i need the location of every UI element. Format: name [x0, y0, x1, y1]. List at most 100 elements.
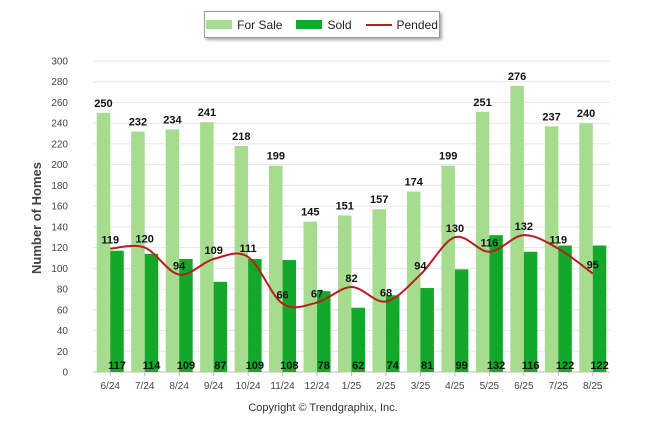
pended-line-path — [110, 234, 594, 309]
x-tick-label: 8/25 — [583, 381, 603, 392]
y-tick-label: 40 — [57, 326, 69, 337]
for-sale-bar — [441, 165, 455, 372]
for-sale-value-label: 145 — [301, 207, 319, 219]
for-sale-bar — [131, 131, 145, 372]
sold-bar — [248, 259, 262, 372]
for-sale-value-label: 174 — [405, 177, 424, 189]
pended-line — [110, 234, 594, 309]
for-sale-bar — [510, 85, 524, 372]
x-tick-label: 3/25 — [411, 381, 431, 392]
for-sale-value-label: 199 — [439, 151, 457, 163]
for-sale-value-label: 151 — [336, 200, 354, 212]
y-tick-label: 0 — [62, 368, 68, 379]
pended-value-label: 120 — [136, 234, 154, 246]
for-sale-value-label: 241 — [198, 107, 216, 119]
sold-value-label: 62 — [352, 360, 364, 372]
sold-bar — [317, 291, 331, 372]
for-sale-value-label: 250 — [94, 98, 112, 110]
y-tick-label: 300 — [51, 57, 68, 68]
sold-value-label: 109 — [246, 360, 264, 372]
x-tick-label: 1/25 — [342, 381, 362, 392]
x-tick-label: 6/24 — [100, 381, 120, 392]
for-sale-value-label: 234 — [163, 114, 182, 126]
pended-value-label: 82 — [345, 273, 357, 285]
sold-bar — [385, 295, 400, 372]
data-labels: 250 232 234 241 218 199 145 151 157 174 199 251 276 2… — [94, 71, 608, 372]
y-tick-label: 20 — [57, 347, 69, 358]
sold-value-label: 99 — [456, 360, 468, 372]
for-sale-bar — [165, 129, 180, 372]
legend-item-pended[interactable]: Pended — [365, 17, 438, 32]
legend-item-for-sale[interactable]: For Sale — [206, 18, 282, 32]
sold-value-label: 122 — [556, 360, 574, 372]
for-sale-bar — [372, 209, 386, 372]
y-tick-label: 220 — [51, 139, 68, 150]
x-tick-label: 2/25 — [376, 381, 396, 392]
legend-label-pended: Pended — [396, 17, 438, 32]
sold-value-label: 81 — [421, 360, 433, 372]
y-tick-label: 80 — [57, 285, 69, 296]
for-sale-value-label: 251 — [473, 97, 491, 109]
x-tick-label: 7/24 — [135, 381, 155, 392]
sold-value-label: 122 — [590, 360, 608, 372]
for-sale-value-label: 232 — [129, 116, 147, 128]
pended-value-label: 130 — [446, 223, 464, 235]
sold-bar — [523, 251, 538, 372]
sold-value-label: 87 — [214, 360, 226, 372]
y-axis-title: Number of Homes — [29, 162, 44, 274]
sold-value-label: 117 — [108, 360, 126, 372]
for-sale-value-label: 276 — [508, 71, 526, 83]
x-tick-label: 6/25 — [514, 381, 534, 392]
for-sale-bar — [338, 215, 352, 372]
pended-value-label: 94 — [173, 261, 186, 273]
legend-item-sold[interactable]: Sold — [296, 18, 352, 32]
sold-swatch — [296, 20, 323, 29]
pended-value-label: 119 — [101, 235, 119, 247]
for-sale-bar — [475, 111, 490, 373]
sold-value-label: 108 — [280, 360, 298, 372]
x-tick-label: 9/24 — [204, 381, 224, 392]
sold-value-label: 114 — [143, 360, 162, 372]
for-sale-value-label: 237 — [542, 111, 560, 123]
y-tick-label: 60 — [57, 305, 69, 316]
pended-swatch — [365, 23, 392, 26]
y-tick-label: 140 — [51, 222, 68, 233]
for-sale-bar — [269, 165, 283, 372]
sold-value-label: 74 — [387, 360, 400, 372]
copyright-text: Copyright © Trendgraphix, Inc. — [248, 402, 398, 414]
pended-value-label: 132 — [515, 221, 533, 233]
sold-bar — [179, 259, 193, 372]
for-sale-value-label: 199 — [267, 151, 285, 163]
pended-value-label: 66 — [276, 290, 288, 302]
y-tick-label: 180 — [51, 181, 68, 192]
x-tick-label: 7/25 — [549, 381, 569, 392]
x-tick-label: 11/24 — [270, 381, 295, 392]
sold-bar — [110, 250, 124, 372]
for-sale-bar — [544, 126, 559, 372]
for-sale-swatch — [206, 20, 233, 29]
y-tick-label: 200 — [51, 160, 68, 171]
sold-value-label: 78 — [318, 360, 330, 372]
y-tick-label: 100 — [51, 264, 68, 275]
for-sale-value-label: 218 — [232, 131, 250, 143]
pended-value-label: 119 — [549, 235, 567, 247]
legend: For Sale Sold Pended — [204, 11, 440, 38]
sold-bar — [420, 288, 434, 372]
pended-value-label: 68 — [380, 288, 392, 300]
sold-value-label: 132 — [487, 360, 505, 372]
x-tick-label: 8/24 — [169, 381, 189, 392]
x-tick-label: 12/24 — [305, 381, 330, 392]
y-tick-label: 120 — [51, 243, 68, 254]
sold-bar — [454, 269, 469, 372]
y-tick-label: 260 — [51, 98, 68, 109]
pended-value-label: 94 — [414, 261, 427, 273]
sold-bar — [144, 253, 159, 372]
x-tick-label: 10/24 — [236, 381, 261, 392]
y-tick-label: 160 — [51, 202, 68, 213]
x-tick-label: 4/25 — [445, 381, 465, 392]
sold-bar — [351, 307, 365, 372]
bars — [96, 85, 607, 373]
pended-value-label: 95 — [587, 260, 599, 272]
pended-value-label: 116 — [480, 238, 498, 250]
